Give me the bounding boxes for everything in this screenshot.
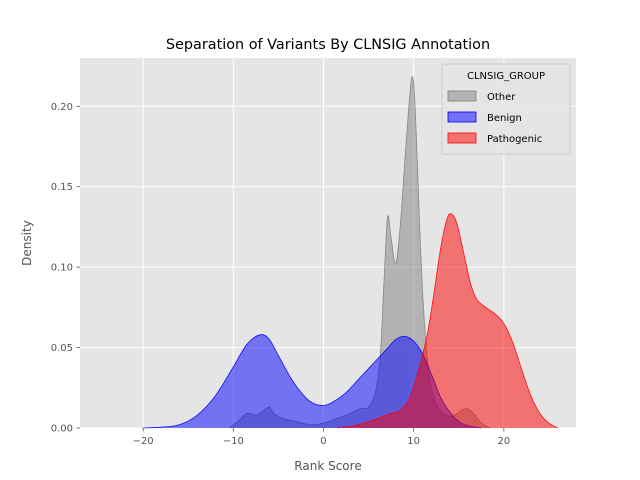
chart-title: Separation of Variants By CLNSIG Annotat… xyxy=(166,37,490,53)
axis-ticks: −20 −10 0 10 20 0.00 0.05 0.10 0.15 0.20 xyxy=(51,102,510,447)
legend-entries: Other Benign Pathogenic xyxy=(447,90,542,145)
y-tick-label: 0.05 xyxy=(51,343,73,354)
legend-swatch-pathogenic xyxy=(447,132,477,144)
x-tick-label: 0 xyxy=(320,436,326,447)
legend: CLNSIG_GROUP Other Benign Pathogenic xyxy=(441,63,571,155)
x-axis-title: Rank Score xyxy=(294,459,361,473)
y-tick-label: 0.20 xyxy=(51,102,73,113)
y-tick-label: 0.00 xyxy=(51,424,73,435)
benign-density-area xyxy=(143,334,482,428)
x-tick-label: −10 xyxy=(223,436,244,447)
legend-frame xyxy=(441,63,571,155)
legend-label-pathogenic: Pathogenic xyxy=(487,134,542,145)
legend-label-other: Other xyxy=(487,92,516,103)
y-tick-label: 0.15 xyxy=(51,182,73,193)
x-tick-label: 10 xyxy=(407,436,420,447)
other-density-area xyxy=(228,76,491,428)
legend-swatch-other xyxy=(447,90,477,102)
y-tick-label: 0.10 xyxy=(51,263,73,274)
pathogenic-density-area xyxy=(337,213,558,428)
legend-title: CLNSIG_GROUP xyxy=(467,71,545,82)
x-tick-label: 20 xyxy=(497,436,510,447)
y-axis-title: Density xyxy=(20,220,34,266)
series-layer xyxy=(143,76,559,429)
legend-swatch-benign xyxy=(447,111,477,123)
x-tick-label: −20 xyxy=(133,436,154,447)
pathogenic-density-line xyxy=(336,213,559,429)
legend-label-benign: Benign xyxy=(487,113,522,124)
